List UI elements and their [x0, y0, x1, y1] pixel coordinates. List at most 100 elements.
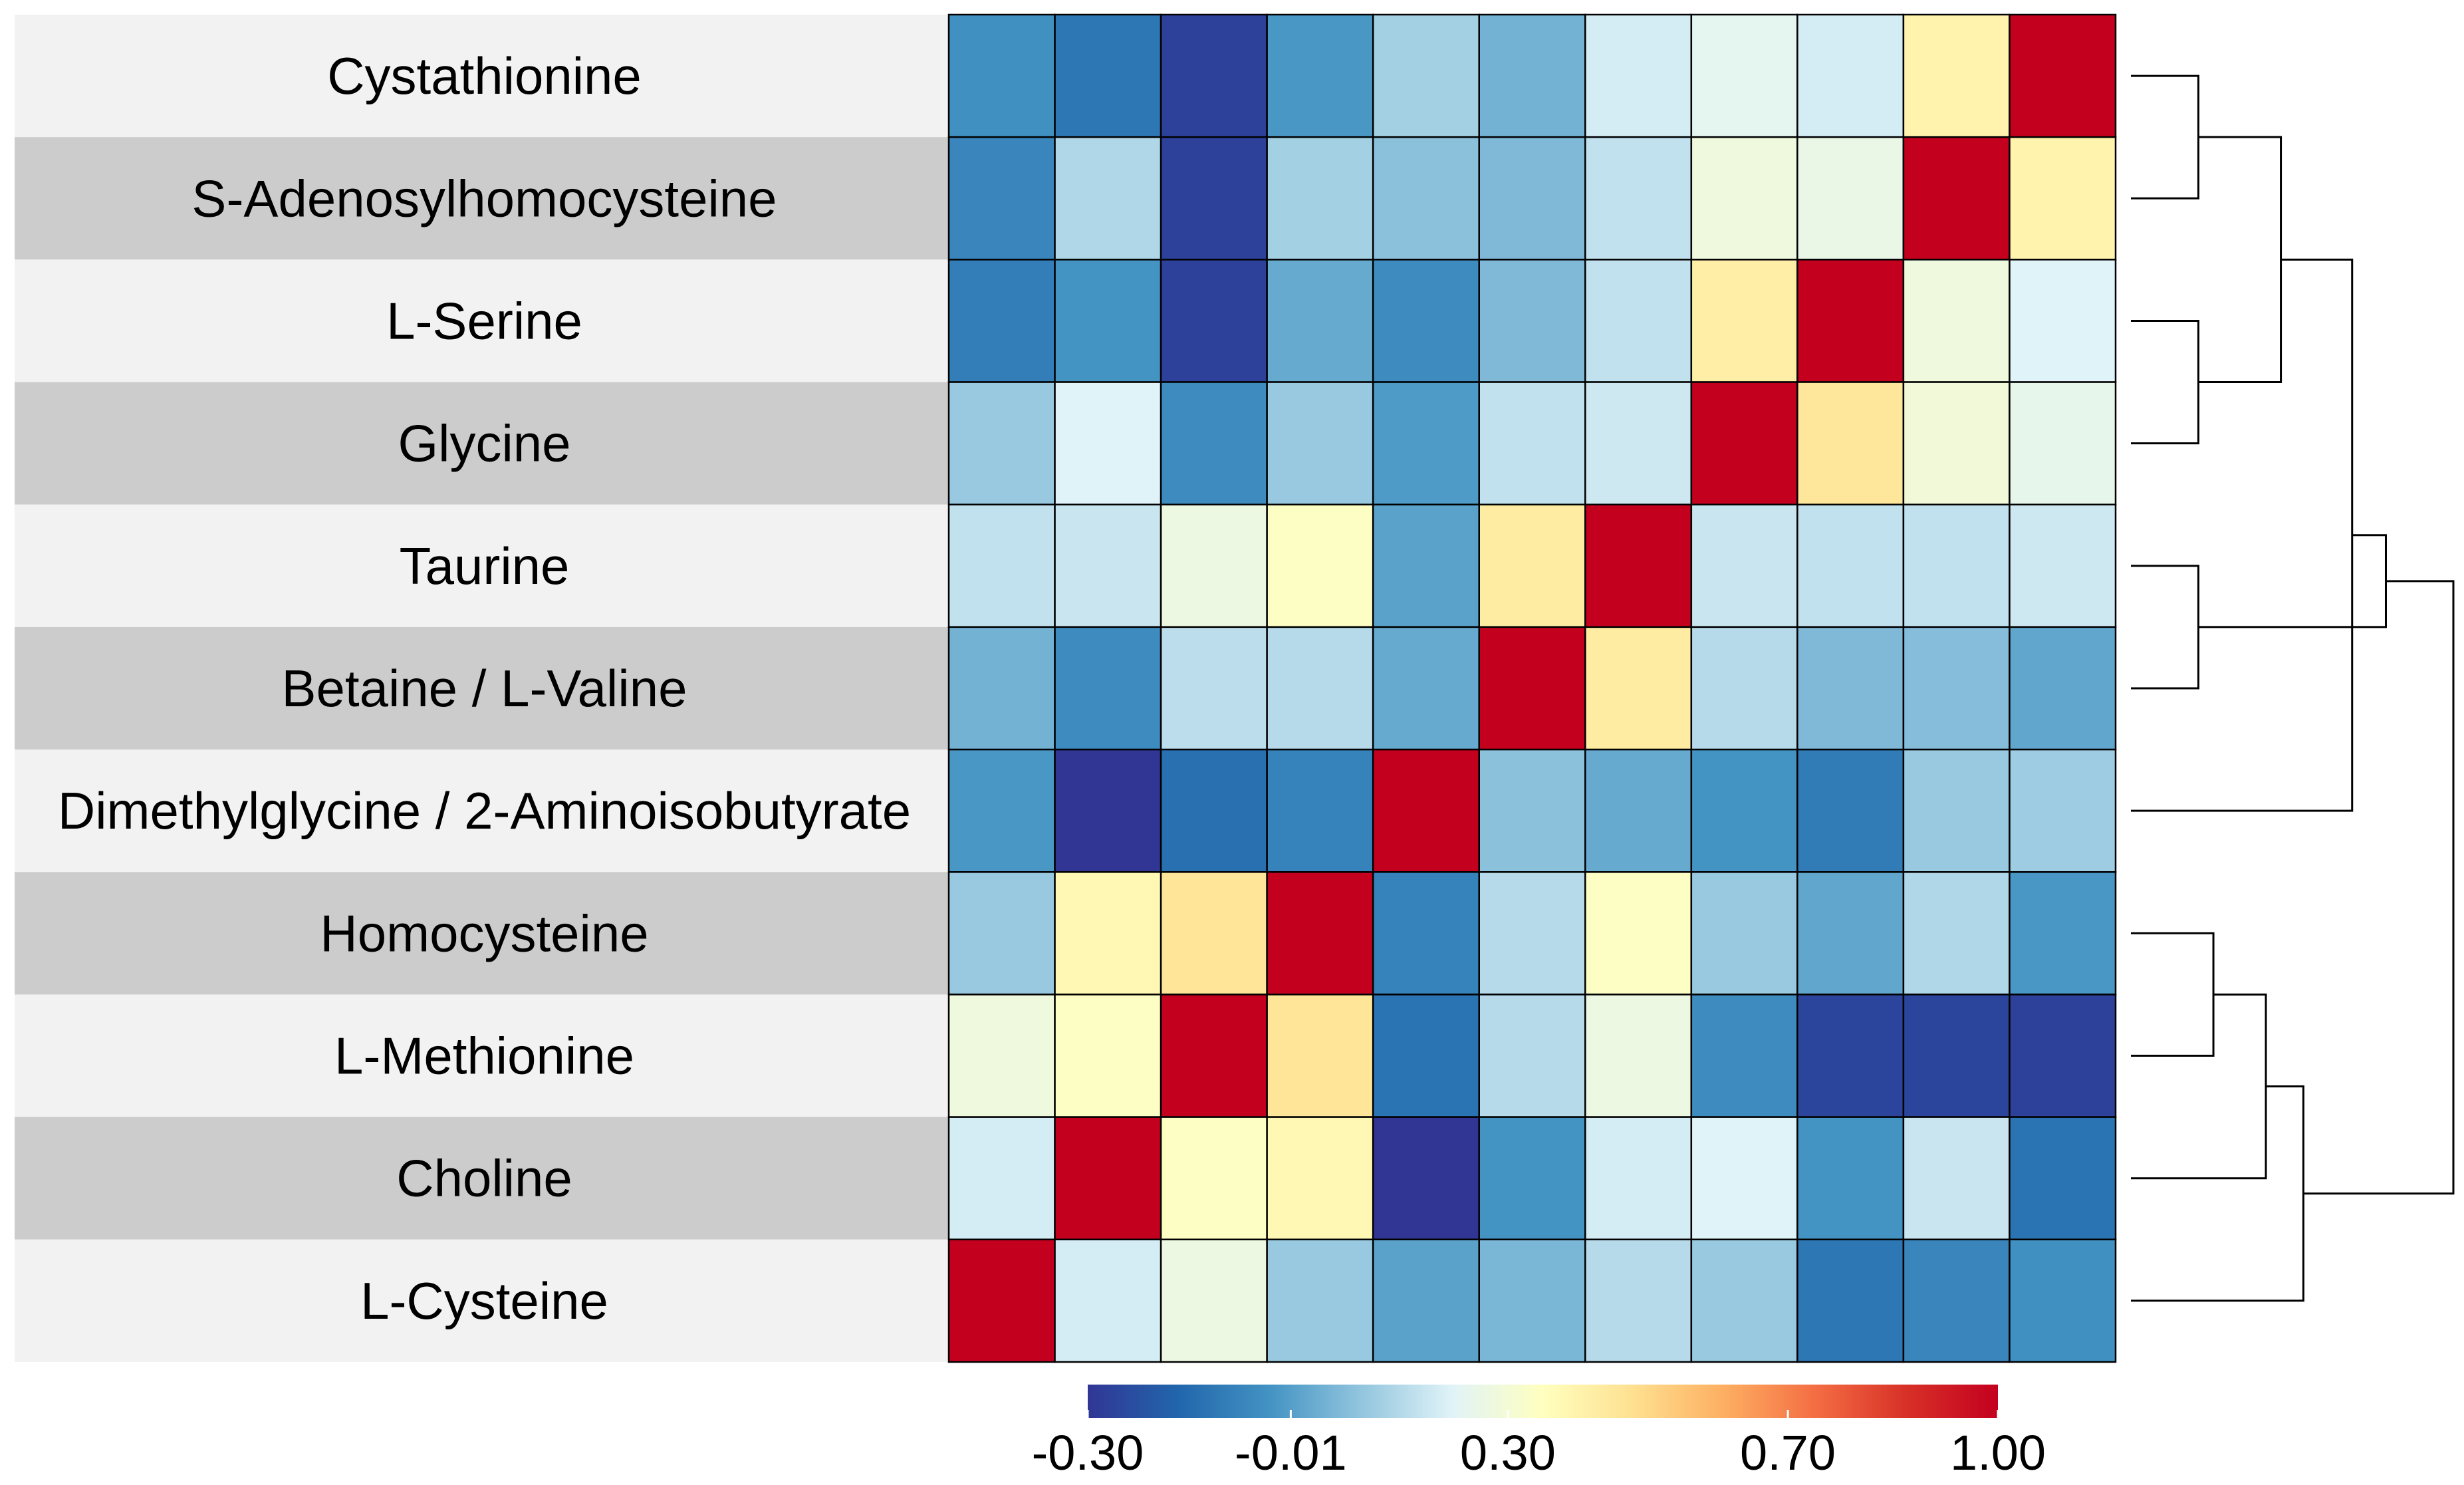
heatmap-cell [1902, 626, 2011, 751]
heatmap-cell [1372, 1238, 1480, 1363]
heatmap-cell [1054, 994, 1162, 1118]
heatmap-cell [1584, 13, 1693, 138]
heatmap-cell [1372, 259, 1480, 383]
heatmap-cell [2009, 748, 2117, 873]
heatmap-cell [1584, 136, 1693, 261]
heatmap-cell [1478, 626, 1586, 751]
heatmap-cell [947, 381, 1056, 505]
heatmap-cell [1372, 871, 1480, 996]
heatmap-cell [2009, 1238, 2117, 1363]
heatmap-cell [1266, 1238, 1374, 1363]
heatmap-cell [1478, 1116, 1586, 1241]
row-label-background [15, 626, 949, 750]
heatmap-cell [1478, 381, 1586, 505]
row-label: Dimethylglycine / 2-Aminoisobutyrate [58, 781, 911, 840]
row-label: Homocysteine [320, 904, 648, 962]
heatmap-cell [947, 13, 1056, 138]
heatmap-cell [1266, 13, 1374, 138]
heatmap-cell [1902, 503, 2011, 628]
heatmap-cell [1478, 994, 1586, 1118]
heatmap-cell [1796, 1116, 1905, 1241]
heatmap-cell [1054, 503, 1162, 628]
dendrogram-branch [2303, 580, 2455, 1195]
heatmap-cell [947, 136, 1056, 261]
row-label-background [15, 1117, 949, 1240]
row-label: Glycine [398, 414, 570, 473]
heatmap-cell [1796, 381, 1905, 505]
row-label: L-Cysteine [360, 1272, 608, 1330]
row-label-backgrounds [15, 15, 949, 1362]
heatmap-cell [1796, 871, 1905, 996]
dendrogram-branch [2131, 932, 2215, 1057]
heatmap-cell [1372, 1116, 1480, 1241]
row-label-background [15, 15, 949, 138]
heatmap-cell [947, 871, 1056, 996]
heatmap-cell [1054, 1116, 1162, 1241]
heatmap-cell [1160, 259, 1268, 383]
heatmap-cell [1796, 259, 1905, 383]
heatmap-cell [2009, 503, 2117, 628]
row-label: Choline [396, 1149, 572, 1208]
row-label: L-Serine [386, 291, 582, 350]
colorbar-tick-label: 0.30 [1460, 1425, 1556, 1480]
heatmap-cell [1160, 136, 1268, 261]
heatmap-cell [2009, 626, 2117, 751]
dendrogram-branch [2131, 993, 2267, 1180]
heatmap-cell [1372, 748, 1480, 873]
heatmap-cell [1902, 259, 2011, 383]
heatmap-cell [1054, 748, 1162, 873]
heatmap-cell [2009, 13, 2117, 138]
row-dendrogram [2131, 74, 2455, 1302]
heatmap-cell [2009, 1116, 2117, 1241]
heatmap-cell [1690, 381, 1798, 505]
colorbar-gradient [1088, 1385, 1998, 1418]
heatmap-cell [1584, 994, 1693, 1118]
heatmap-cell [1902, 748, 2011, 873]
heatmap-cell [1160, 381, 1268, 505]
colorbar-legend: -0.30 -0.01 0.30 0.70 1.00 [1032, 1385, 2046, 1480]
heatmap-cell [1478, 503, 1586, 628]
heatmap-cell [1902, 994, 2011, 1118]
heatmap-cell [1584, 871, 1693, 996]
heatmap-cell [1266, 748, 1374, 873]
heatmap-cell [1690, 503, 1798, 628]
heatmap-cell [1796, 1238, 1905, 1363]
heatmap-cell [1266, 626, 1374, 751]
heatmap-cell [1160, 13, 1268, 138]
dendrogram-branch [2198, 136, 2282, 384]
heatmap-cell [1054, 381, 1162, 505]
heatmap-cell [947, 259, 1056, 383]
colorbar-tick-label: -0.01 [1235, 1425, 1347, 1480]
heatmap-cell [2009, 136, 2117, 261]
heatmap-cell [1160, 871, 1268, 996]
heatmap-cell [1902, 1238, 2011, 1363]
heatmap-cell [2009, 994, 2117, 1118]
heatmap-cell [1160, 1116, 1268, 1241]
heatmap-cell [947, 503, 1056, 628]
heatmap-cell [2009, 259, 2117, 383]
heatmap-cell [1690, 136, 1798, 261]
heatmap-cell [1902, 381, 2011, 505]
heatmap-cell [1054, 871, 1162, 996]
heatmap-cell [947, 1116, 1056, 1241]
row-label-background [15, 994, 949, 1117]
heatmap-cell [1796, 503, 1905, 628]
heatmap-cell [947, 1238, 1056, 1363]
heatmap-cell [1796, 136, 1905, 261]
heatmap-cell [1902, 136, 2011, 261]
heatmap-cell [1902, 13, 2011, 138]
heatmap-cell [1584, 626, 1693, 751]
heatmap-cell [1584, 748, 1693, 873]
heatmap-cell [1796, 748, 1905, 873]
heatmap-cell [1584, 259, 1693, 383]
heatmap-cell [1690, 1238, 1798, 1363]
heatmap-cell [1478, 13, 1586, 138]
row-label-background [15, 749, 949, 873]
heatmap-cell [1372, 381, 1480, 505]
heatmap-cell [1054, 13, 1162, 138]
heatmap-cell [1796, 626, 1905, 751]
heatmap-cell [1478, 1238, 1586, 1363]
heatmap-cell [1478, 871, 1586, 996]
heatmap-cell [1372, 503, 1480, 628]
